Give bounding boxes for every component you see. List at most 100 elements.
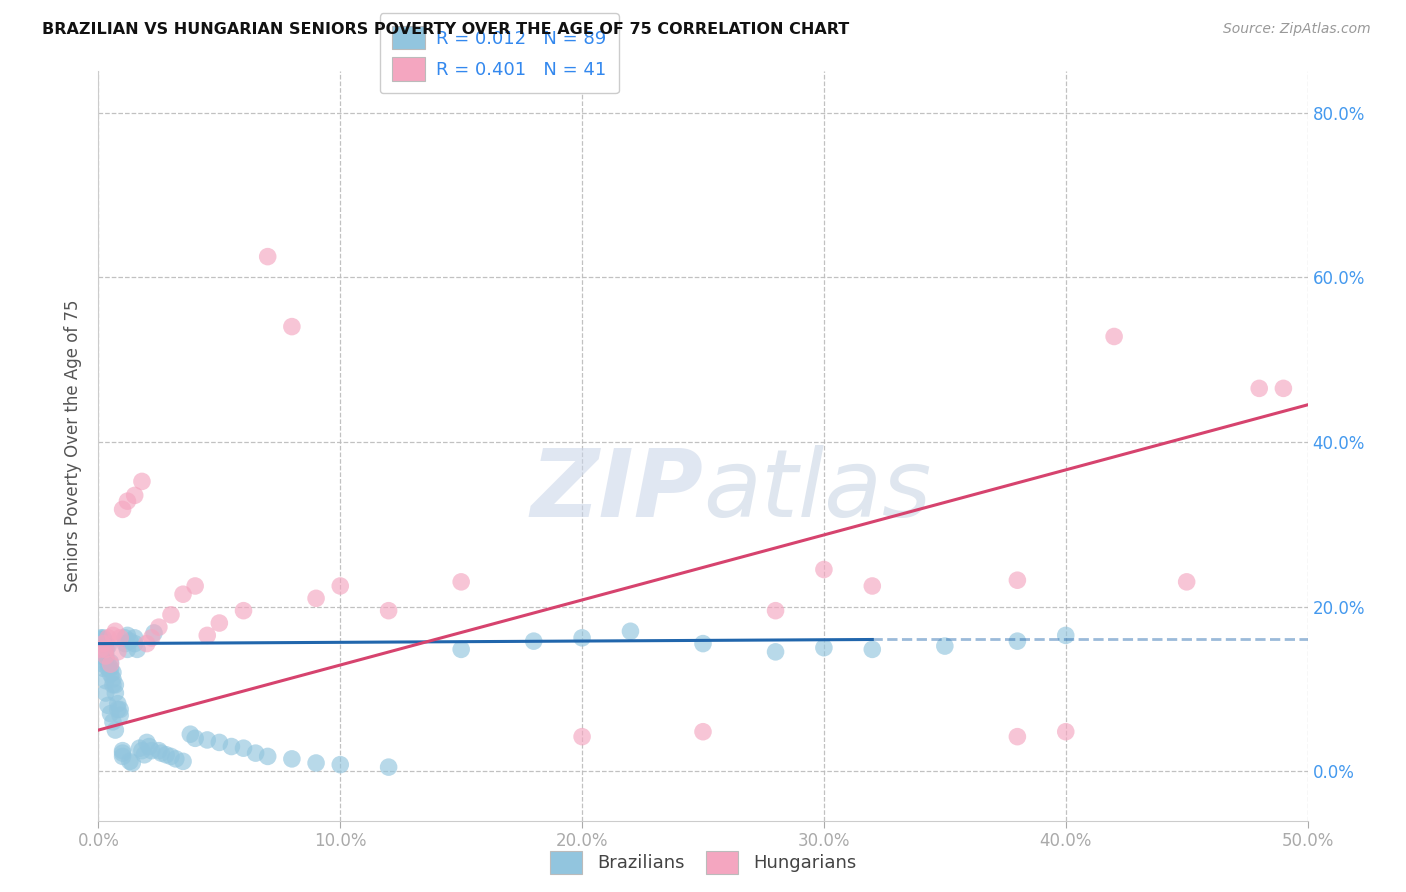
Point xyxy=(377,604,399,618)
Point xyxy=(90,632,112,647)
Point xyxy=(90,648,112,663)
Point xyxy=(101,672,124,686)
Point xyxy=(94,686,117,700)
Point xyxy=(184,731,207,746)
Point xyxy=(90,637,112,651)
Point xyxy=(117,628,139,642)
Point xyxy=(111,746,134,760)
Point xyxy=(1007,634,1029,648)
Point xyxy=(138,739,160,754)
Point xyxy=(118,634,141,648)
Point xyxy=(1007,573,1029,587)
Y-axis label: Seniors Poverty Over the Age of 75: Seniors Poverty Over the Age of 75 xyxy=(65,300,83,592)
Point xyxy=(94,673,117,688)
Point xyxy=(141,744,163,758)
Point xyxy=(101,628,124,642)
Point xyxy=(97,631,120,645)
Point xyxy=(765,645,787,659)
Point xyxy=(121,756,143,770)
Point xyxy=(195,628,218,642)
Point xyxy=(108,708,131,723)
Point xyxy=(124,637,146,651)
Point xyxy=(860,642,883,657)
Point xyxy=(232,604,254,618)
Point xyxy=(523,634,546,648)
Point xyxy=(117,494,139,508)
Point xyxy=(1102,329,1125,343)
Point xyxy=(91,657,114,672)
Point xyxy=(90,642,112,657)
Point xyxy=(450,574,472,589)
Point xyxy=(90,639,112,653)
Point xyxy=(329,757,352,772)
Point xyxy=(571,730,593,744)
Point xyxy=(91,645,114,659)
Point xyxy=(245,746,267,760)
Point xyxy=(221,739,243,754)
Point xyxy=(111,502,134,516)
Point xyxy=(329,579,352,593)
Point xyxy=(256,749,278,764)
Point xyxy=(101,714,124,729)
Point xyxy=(450,642,472,657)
Point xyxy=(1054,724,1077,739)
Point xyxy=(1272,381,1295,395)
Point xyxy=(104,678,127,692)
Point xyxy=(281,319,304,334)
Point xyxy=(305,756,328,770)
Point xyxy=(305,591,328,606)
Point xyxy=(377,760,399,774)
Point xyxy=(813,640,835,655)
Point xyxy=(100,656,122,670)
Point xyxy=(97,698,120,713)
Point xyxy=(94,642,117,657)
Point xyxy=(111,749,134,764)
Point xyxy=(91,631,114,645)
Point xyxy=(150,746,173,760)
Point xyxy=(107,702,129,716)
Point xyxy=(114,637,136,651)
Point xyxy=(100,706,122,721)
Point xyxy=(1054,628,1077,642)
Point xyxy=(90,636,112,650)
Point xyxy=(91,661,114,675)
Point xyxy=(100,661,122,675)
Point xyxy=(128,741,150,756)
Point xyxy=(1007,730,1029,744)
Point xyxy=(124,488,146,502)
Point xyxy=(131,475,153,489)
Point xyxy=(118,755,141,769)
Point xyxy=(97,661,120,675)
Point xyxy=(104,686,127,700)
Point xyxy=(100,667,122,681)
Point xyxy=(107,645,129,659)
Point xyxy=(91,640,114,655)
Point xyxy=(184,579,207,593)
Point xyxy=(148,620,170,634)
Point xyxy=(195,733,218,747)
Point xyxy=(155,747,177,762)
Point xyxy=(619,624,641,639)
Point xyxy=(131,744,153,758)
Point xyxy=(172,755,194,769)
Point xyxy=(141,631,163,645)
Point xyxy=(256,250,278,264)
Text: Source: ZipAtlas.com: Source: ZipAtlas.com xyxy=(1223,22,1371,37)
Point xyxy=(934,639,956,653)
Point xyxy=(101,678,124,692)
Point xyxy=(117,642,139,657)
Point xyxy=(135,637,157,651)
Point xyxy=(813,562,835,576)
Point xyxy=(90,631,112,645)
Point xyxy=(134,747,156,762)
Point xyxy=(208,735,231,749)
Text: atlas: atlas xyxy=(703,445,931,536)
Point xyxy=(94,650,117,665)
Point xyxy=(90,642,112,657)
Point xyxy=(160,607,183,622)
Point xyxy=(107,697,129,711)
Point xyxy=(1175,574,1198,589)
Point xyxy=(91,637,114,651)
Point xyxy=(114,631,136,645)
Point xyxy=(172,587,194,601)
